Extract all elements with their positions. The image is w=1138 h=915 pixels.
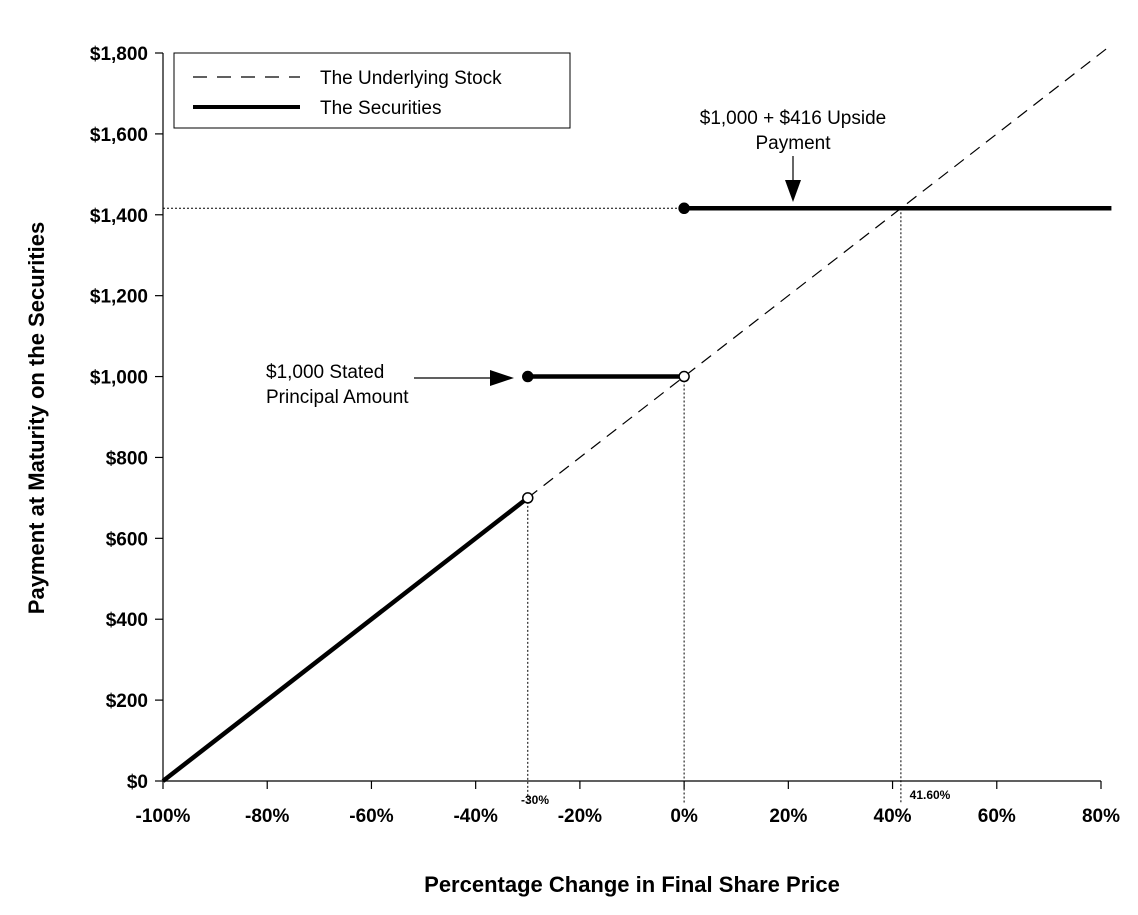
filled-point-marker xyxy=(678,202,690,215)
series-securities-segment xyxy=(161,496,530,783)
x-tick-label: 60% xyxy=(978,806,1016,827)
legend-label-underlying: The Underlying Stock xyxy=(320,68,502,89)
x-tick-label: -20% xyxy=(558,806,602,827)
y-tick-label: $600 xyxy=(106,529,148,550)
x-tick-label: -100% xyxy=(136,806,191,827)
y-tick-label: $1,200 xyxy=(90,287,148,308)
y-tick-label: $1,400 xyxy=(90,206,148,227)
series-underlying-stock-line xyxy=(527,44,1112,499)
filled-point-marker xyxy=(522,370,534,383)
stated-annotation-line2: Principal Amount xyxy=(266,387,409,408)
x-tick-label: 20% xyxy=(769,806,807,827)
upside-annotation-line1: $1,000 + $416 Upside xyxy=(700,108,886,129)
y-tick-label: $0 xyxy=(127,772,148,793)
y-tick-label: $1,800 xyxy=(90,44,148,65)
y-tick-label: $1,600 xyxy=(90,125,148,146)
legend-box xyxy=(173,52,571,129)
legend-label-securities: The Securities xyxy=(320,98,441,119)
x-tick-label: 40% xyxy=(874,806,912,827)
upside-annotation-line2: Payment xyxy=(756,133,832,154)
marker-label-minus30: -30% xyxy=(521,793,549,807)
stated-arrow-head-icon xyxy=(490,370,514,386)
x-tick-label: -40% xyxy=(453,806,497,827)
legend: The Underlying Stock The Securities xyxy=(173,52,571,129)
x-tick-label: 0% xyxy=(670,806,698,827)
stated-annotation-line1: $1,000 Stated xyxy=(266,362,384,383)
y-tick-label: $1,000 xyxy=(90,368,148,389)
y-tick-label: $400 xyxy=(106,610,148,631)
open-point-marker xyxy=(678,370,690,383)
x-tick-label: -60% xyxy=(349,806,393,827)
upside-arrow-head-icon xyxy=(785,180,801,202)
x-tick-label: -80% xyxy=(245,806,289,827)
y-axis-title: Payment at Maturity on the Securities xyxy=(24,222,49,614)
open-point-marker xyxy=(522,492,534,504)
y-tick-label: $800 xyxy=(106,448,148,469)
marker-label-41-6: 41.60% xyxy=(910,788,951,802)
x-tick-label: 80% xyxy=(1082,806,1120,827)
y-tick-label: $200 xyxy=(106,691,148,712)
x-axis-title: Percentage Change in Final Share Price xyxy=(424,872,840,897)
